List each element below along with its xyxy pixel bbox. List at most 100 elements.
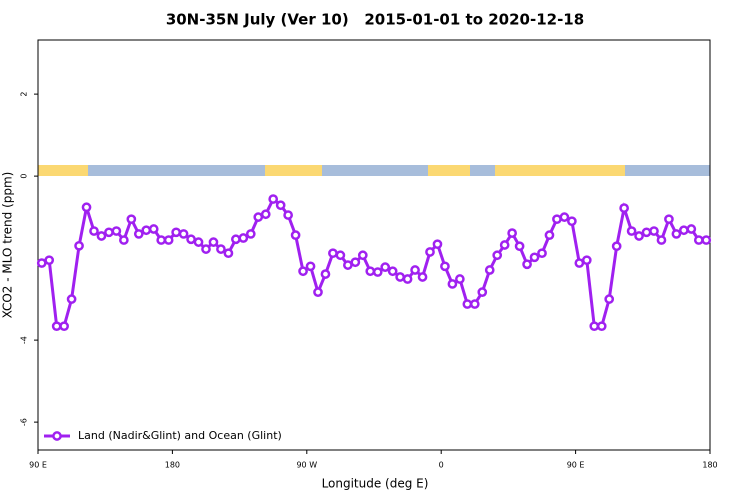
chart-title: 30N-35N July (Ver 10) 2015-01-01 to 2020… [166,11,584,29]
data-point [51,321,62,332]
data-point [193,237,204,247]
data-point [567,216,577,227]
data-point [208,237,219,247]
plot-frame [37,39,711,451]
data-point [186,234,196,245]
data-point [66,294,77,304]
data-point [589,321,600,332]
data-point [283,210,293,220]
data-point [141,225,152,236]
data-point [36,258,47,268]
data-point [201,244,211,254]
data-point [223,248,234,259]
data-point [298,266,308,277]
y-tick-label: -6 [20,418,29,426]
data-point [529,252,540,263]
x-tick-label: 90 W [296,461,317,470]
data-point [574,258,585,268]
y-axis-label: XCO2 - MLO trend (ppm) [1,172,15,319]
data-point [619,203,629,213]
data-point [701,235,712,245]
x-tick-label: 180 [702,461,717,470]
data-point [522,259,532,270]
data-point [216,244,226,254]
data-point [537,248,547,259]
data-point [484,265,495,275]
data-point [133,229,144,239]
x-tick-label: 90 E [567,461,585,470]
data-point [335,250,346,261]
data-point [671,229,682,239]
data-point [104,227,114,238]
data-point [626,226,637,236]
data-point [417,272,428,282]
data-point [245,229,256,239]
data-point [81,202,92,213]
data-point [44,255,55,266]
data-point [649,226,659,236]
data-point [260,209,271,220]
data-point [447,279,458,289]
data-point [686,224,697,234]
data-point [357,250,368,261]
y-tick-label: 0 [20,174,29,179]
data-point [238,233,249,243]
data-point [268,194,279,204]
data-point [178,229,189,239]
data-point [492,250,503,261]
land-ocean-strip [38,165,710,176]
data-point [89,226,99,236]
x-tick-label: 180 [165,461,180,470]
legend-label: Land (Nadir&Glint) and Ocean (Glint) [78,429,282,442]
data-point [440,261,450,272]
data-point [395,272,405,282]
y-tick-label: 2 [20,92,29,97]
data-point [477,287,488,297]
data-point [410,265,420,275]
data-point [402,274,413,284]
data-point [455,274,465,284]
data-point [343,260,353,270]
data-point [462,299,473,309]
data-point [499,240,510,250]
data-point [328,248,338,259]
legend-marker [52,431,62,441]
data-point [432,239,443,250]
data-point [156,235,167,245]
data-point [425,247,435,257]
data-point [469,299,480,309]
data-point [372,267,383,277]
x-tick-label: 90 E [29,461,47,470]
data-point [634,231,644,241]
data-point [253,212,264,222]
data-point [74,240,84,251]
data-point [559,212,570,222]
data-point [514,241,525,252]
x-tick-label: 0 [439,461,444,470]
data-point [111,226,122,236]
data-point [275,200,286,211]
data-point [313,287,323,297]
x-axis-label: Longitude (deg E) [322,477,429,491]
data-point [552,214,562,225]
data-point [380,262,391,272]
data-point [163,235,174,245]
data-point [305,261,316,272]
data-point [126,214,137,225]
data-point [679,225,689,236]
data-point [581,255,592,266]
y-tick-label: -4 [20,336,29,344]
data-point [320,269,331,279]
series-line [41,196,707,328]
data-point [611,241,622,252]
data-point [119,235,129,245]
data-point [664,214,674,225]
data-point [693,235,704,245]
data-point [596,321,607,332]
data-point [507,228,517,238]
data-point [365,266,376,277]
data-point [656,235,667,245]
data-point [544,230,555,241]
data-point [290,230,301,241]
